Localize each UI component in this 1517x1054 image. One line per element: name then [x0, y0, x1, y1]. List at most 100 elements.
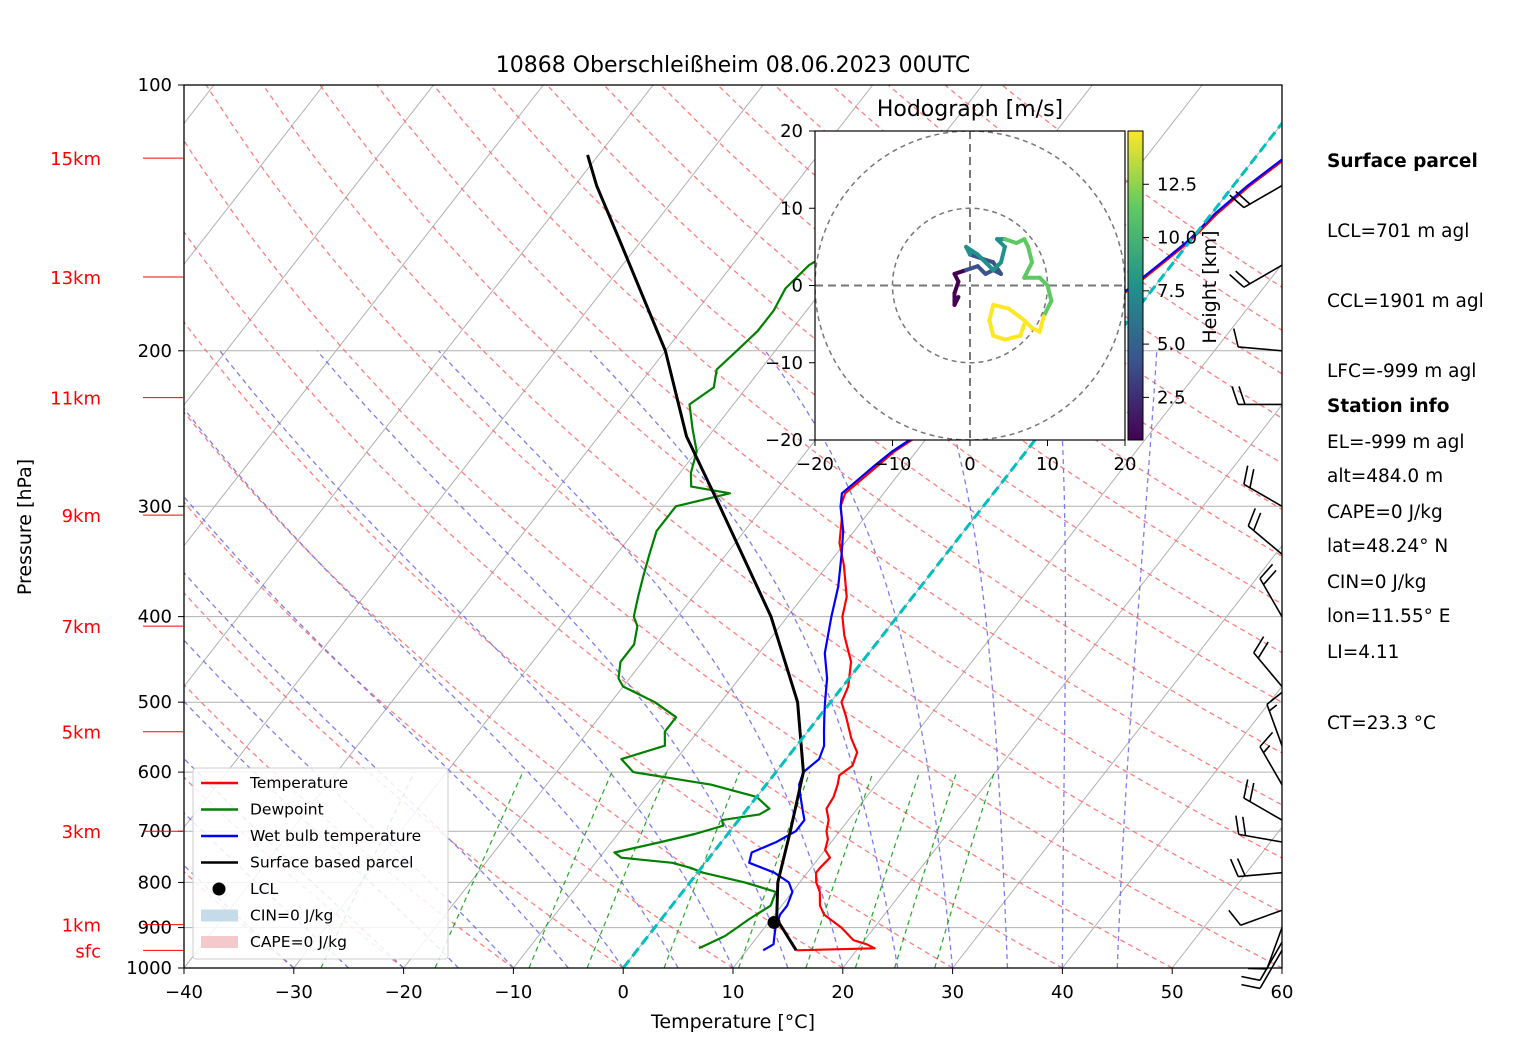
el-value: EL=-999 m agl [1327, 431, 1465, 453]
hodograph-segment [1006, 306, 1027, 323]
colorbar-tick-label: 12.5 [1157, 174, 1197, 195]
wind-barb [1229, 184, 1283, 209]
wind-barb [1243, 779, 1283, 821]
station-lat: lat=48.24° N [1327, 536, 1449, 558]
wind-barb [1259, 563, 1283, 617]
moist-adiabat-line [927, 350, 1009, 968]
hodograph-segment [964, 244, 980, 257]
station-alt: alt=484.0 m [1327, 466, 1444, 488]
y-tick-label: 1000 [126, 958, 172, 979]
hodograph-segment [1018, 322, 1027, 338]
y-tick-label: 200 [138, 341, 172, 362]
hodo-y-tick-label: 20 [780, 121, 803, 142]
x-tick-label: −10 [494, 982, 532, 1003]
wind-barb [1253, 636, 1283, 688]
isotherm-line [184, 85, 434, 406]
hodograph-segment [987, 318, 996, 338]
hodo-y-tick-label: 10 [780, 198, 803, 219]
hodo-y-tick-label: −20 [765, 430, 803, 451]
mixing-ratio-line [805, 771, 874, 968]
hodograph-segment [1022, 260, 1034, 280]
wind-barb [1232, 328, 1283, 352]
mixing-ratio-line [934, 771, 995, 968]
hodo-x-tick-label: −10 [874, 454, 912, 475]
hodograph-segment [1026, 244, 1034, 265]
dry-adiabat-line [774, 85, 1282, 465]
isotherm-line [184, 85, 764, 829]
y-tick-label: 800 [138, 872, 172, 893]
dry-adiabat-line [184, 139, 1173, 968]
hodograph-inset: Hodograph [m/s] −20 −10 0 10 20 20 10 0 −10 −20 1… [765, 97, 1221, 475]
moist-adiabat-line [316, 350, 789, 968]
y-tick-label: 400 [138, 607, 172, 628]
x-tick-label: 10 [722, 982, 745, 1003]
wind-barbs [1228, 184, 1283, 990]
station-lon: lon=11.55° E [1327, 606, 1451, 628]
height-label: 1km [62, 916, 101, 937]
height-label: 13km [50, 268, 101, 289]
mixing-ratio-line [528, 771, 613, 968]
dewpoint-line [613, 137, 958, 950]
height-label: 5km [62, 723, 101, 744]
y-tick-label: 100 [138, 75, 172, 96]
hodograph-segment [1037, 314, 1046, 334]
legend-label-4: LCL [250, 880, 278, 898]
x-tick-label: 40 [1051, 982, 1074, 1003]
isotherm-line [1062, 685, 1282, 968]
wind-barb [1235, 815, 1283, 843]
station-info: Station info alt=484.0 m lat=48.24° N lo… [1327, 348, 1450, 652]
wind-barb [1247, 508, 1283, 555]
y-tick-label: 900 [138, 918, 172, 939]
y-tick-label: 600 [138, 762, 172, 783]
hodograph-segment [1002, 333, 1023, 342]
lfc-value: LFC=-999 m agl [1327, 361, 1477, 383]
isotherm-line [952, 544, 1282, 968]
legend-label-6: CAPE=0 J/kg [250, 933, 347, 951]
x-axis: −40 −30 −20 −10 0 10 20 30 40 50 60 [165, 968, 1293, 1003]
height-label: 3km [62, 822, 101, 843]
hodo-y-tick-label: −10 [765, 353, 803, 374]
freezing-line [622, 120, 1282, 968]
hodo-x-tick-label: 10 [1036, 454, 1059, 475]
wind-barb [1229, 858, 1283, 878]
wind-barb [1247, 927, 1283, 970]
dry-adiabat-line [184, 320, 953, 968]
x-tick-label: 30 [941, 982, 964, 1003]
height-labels: sfc 1km 3km 5km 7km 9km 11km 13km 15km [50, 149, 184, 962]
station-info-heading: Station info [1327, 395, 1450, 417]
moist-adiabat-line [184, 407, 679, 968]
dry-adiabat-line [376, 85, 1282, 806]
height-label: 7km [62, 617, 101, 638]
hodograph-segment [999, 244, 1007, 265]
legend-marker-4 [212, 882, 226, 896]
colorbar-tick-label: 7.5 [1157, 281, 1186, 302]
dry-adiabat-line [184, 501, 734, 968]
y-tick-label: 500 [138, 692, 172, 713]
legend-patch-6 [201, 936, 238, 948]
chart-title: 10868 Oberschleißheim 08.06.2023 00UTC [496, 53, 971, 78]
hodograph-segment [1045, 283, 1054, 303]
x-tick-label: 50 [1161, 982, 1184, 1003]
dry-adiabat-line [205, 85, 1282, 968]
isotherm-line [184, 85, 544, 547]
hodograph-segment [1002, 237, 1019, 246]
hodograph-segment [964, 264, 980, 273]
lcl-value: LCL=701 m agl [1327, 221, 1470, 243]
x-tick-label: −40 [165, 982, 203, 1003]
wind-barb [1241, 949, 1283, 990]
hodo-x-tick-label: 0 [964, 454, 975, 475]
moist-adiabat-line [1056, 350, 1067, 968]
moist-adiabat-line [764, 350, 954, 968]
hodograph-segment [952, 268, 969, 276]
wind-barb [1231, 386, 1282, 406]
colorbar-label: Height [km] [1199, 230, 1221, 343]
mixing-ratio-line [894, 771, 958, 968]
hodograph-segment [987, 302, 996, 323]
x-axis-label: Temperature [°C] [650, 1011, 815, 1033]
isotherm-line [184, 85, 325, 265]
wind-barb [1259, 731, 1283, 786]
moist-adiabat-line [184, 495, 624, 968]
parcel-line [586, 154, 805, 952]
